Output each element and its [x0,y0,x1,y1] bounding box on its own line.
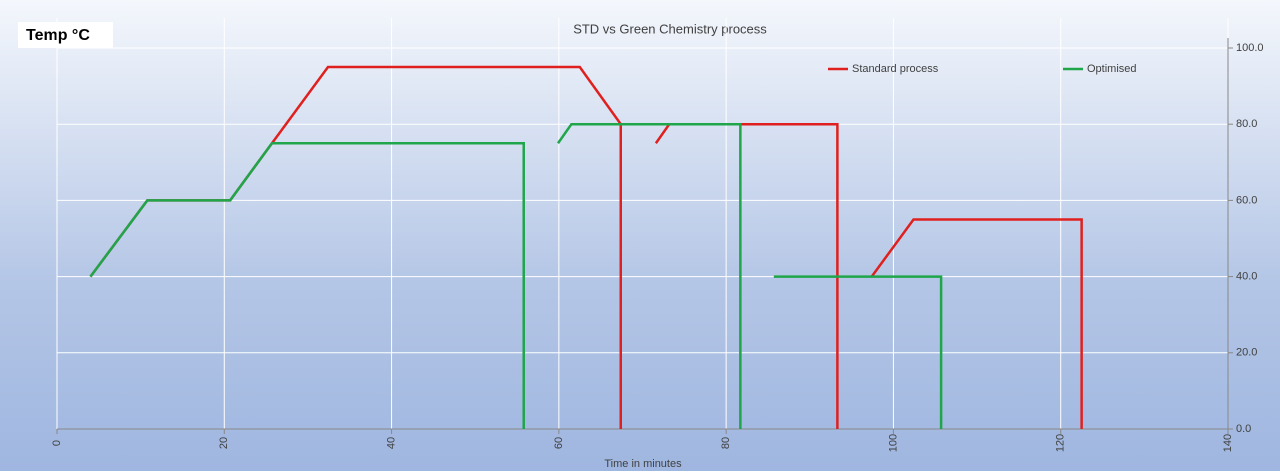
chart-title: STD vs Green Chemistry process [573,21,767,36]
y-tick-label: 20.0 [1236,347,1257,359]
line-series [89,122,943,429]
x-tick-label: 60 [553,437,565,449]
y-tick-label: 60.0 [1236,194,1257,206]
y-tick-label: 100.0 [1236,42,1264,54]
y-axis-label: Temp °C [26,27,90,44]
x-tick-label: 0 [51,440,63,446]
y-tick-label: 40.0 [1236,271,1257,283]
x-tick-label: 80 [720,437,732,449]
x-tick-label: 20 [218,437,230,449]
y-tick-label: 80.0 [1236,118,1257,130]
x-tick-label: 140 [1222,434,1234,452]
x-tick-label: 40 [385,437,397,449]
x-tick-label: 100 [887,434,899,452]
y-tick-label: 0.0 [1236,423,1251,435]
x-tick-label: 120 [1055,434,1067,452]
ylabel-box [18,22,113,48]
legend-label: Optimised [1087,63,1137,75]
x-axis-label: Time in minutes [604,458,682,470]
legend-label: Standard process [852,63,939,75]
